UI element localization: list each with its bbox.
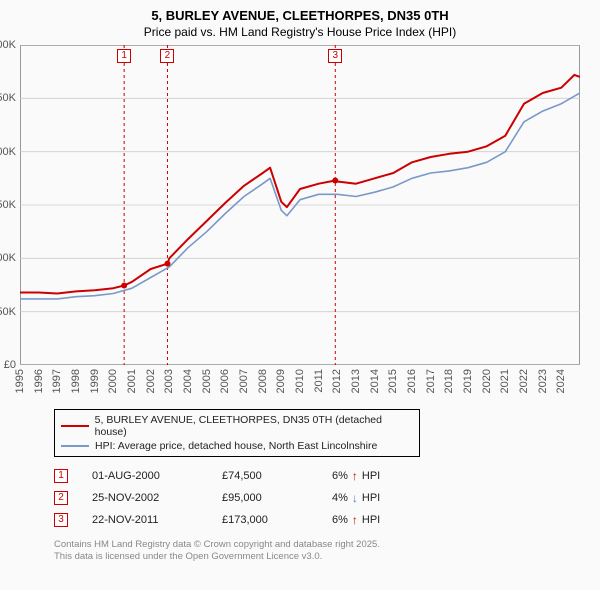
delta-arrow-icon: ↑ — [352, 513, 358, 527]
attribution-line-1: Contains HM Land Registry data © Crown c… — [54, 539, 590, 551]
transaction-row: 1 01-AUG-2000£74,5006%↑HPI — [54, 465, 590, 487]
x-tick-label: 2023 — [537, 369, 549, 393]
transaction-delta: 6%↑HPI — [332, 469, 412, 483]
transaction-flag: 1 — [54, 469, 68, 483]
x-tick-label: 1995 — [14, 369, 26, 393]
legend-item: HPI: Average price, detached house, Nort… — [61, 439, 413, 453]
x-tick-label: 2010 — [294, 369, 306, 393]
delta-arrow-icon: ↓ — [352, 491, 358, 505]
y-tick-label: £100K — [0, 252, 16, 264]
x-tick-label: 2013 — [350, 369, 362, 393]
x-tick-label: 2007 — [238, 369, 250, 393]
transaction-delta: 6%↑HPI — [332, 513, 412, 527]
chart-svg — [20, 45, 580, 365]
x-tick-label: 2020 — [481, 369, 493, 393]
x-tick-label: 1996 — [33, 369, 45, 393]
y-tick-label: £150K — [0, 199, 16, 211]
x-tick-label: 1997 — [51, 369, 63, 393]
x-tick-label: 2005 — [201, 369, 213, 393]
transaction-delta: 4%↓HPI — [332, 491, 412, 505]
transaction-marker: 2 — [160, 49, 174, 63]
line-chart: £0£50K£100K£150K£200K£250K£300K199519961… — [20, 45, 580, 365]
title-line-1: 5, BURLEY AVENUE, CLEETHORPES, DN35 0TH — [10, 8, 590, 23]
x-tick-label: 2004 — [182, 369, 194, 393]
x-tick-label: 2003 — [163, 369, 175, 393]
transaction-price: £173,000 — [222, 514, 332, 526]
transaction-row: 2 25-NOV-2002£95,0004%↓HPI — [54, 487, 590, 509]
x-tick-label: 2015 — [387, 369, 399, 393]
attribution: Contains HM Land Registry data © Crown c… — [54, 539, 590, 564]
x-tick-label: 2024 — [555, 369, 567, 393]
x-tick-label: 2012 — [331, 369, 343, 393]
attribution-line-2: This data is licensed under the Open Gov… — [54, 551, 590, 563]
x-tick-label: 1998 — [70, 369, 82, 393]
transaction-date: 22-NOV-2011 — [92, 514, 222, 526]
x-tick-label: 2001 — [126, 369, 138, 393]
transaction-date: 25-NOV-2002 — [92, 492, 222, 504]
x-tick-label: 2017 — [425, 369, 437, 393]
legend-item: 5, BURLEY AVENUE, CLEETHORPES, DN35 0TH … — [61, 413, 413, 439]
x-tick-label: 2019 — [462, 369, 474, 393]
legend-label: 5, BURLEY AVENUE, CLEETHORPES, DN35 0TH … — [95, 414, 413, 438]
x-tick-label: 2022 — [518, 369, 530, 393]
x-tick-label: 2011 — [313, 369, 325, 393]
transaction-price: £95,000 — [222, 492, 332, 504]
transaction-price: £74,500 — [222, 470, 332, 482]
transaction-flag: 3 — [54, 513, 68, 527]
y-tick-label: £300K — [0, 39, 16, 51]
x-tick-label: 2016 — [406, 369, 418, 393]
y-tick-label: £250K — [0, 92, 16, 104]
x-tick-label: 2002 — [145, 369, 157, 393]
transaction-row: 3 22-NOV-2011£173,0006%↑HPI — [54, 509, 590, 531]
legend-swatch — [61, 445, 89, 447]
transaction-marker: 3 — [328, 49, 342, 63]
x-tick-label: 2009 — [275, 369, 287, 393]
y-tick-label: £50K — [0, 306, 16, 318]
transaction-table: 101-AUG-2000£74,5006%↑HPI225-NOV-2002£95… — [54, 465, 590, 531]
x-tick-label: 2000 — [107, 369, 119, 393]
legend-label: HPI: Average price, detached house, Nort… — [95, 440, 377, 452]
delta-arrow-icon: ↑ — [352, 469, 358, 483]
x-tick-label: 2018 — [443, 369, 455, 393]
x-tick-label: 2006 — [219, 369, 231, 393]
x-tick-label: 2014 — [369, 369, 381, 393]
title-line-2: Price paid vs. HM Land Registry's House … — [10, 25, 590, 39]
chart-title: 5, BURLEY AVENUE, CLEETHORPES, DN35 0TH … — [10, 8, 590, 39]
x-tick-label: 1999 — [89, 369, 101, 393]
legend-swatch — [61, 425, 89, 427]
transaction-marker: 1 — [117, 49, 131, 63]
x-tick-label: 2021 — [499, 369, 511, 393]
transaction-date: 01-AUG-2000 — [92, 470, 222, 482]
x-tick-label: 2008 — [257, 369, 269, 393]
y-tick-label: £200K — [0, 146, 16, 158]
legend: 5, BURLEY AVENUE, CLEETHORPES, DN35 0TH … — [54, 409, 420, 457]
transaction-flag: 2 — [54, 491, 68, 505]
